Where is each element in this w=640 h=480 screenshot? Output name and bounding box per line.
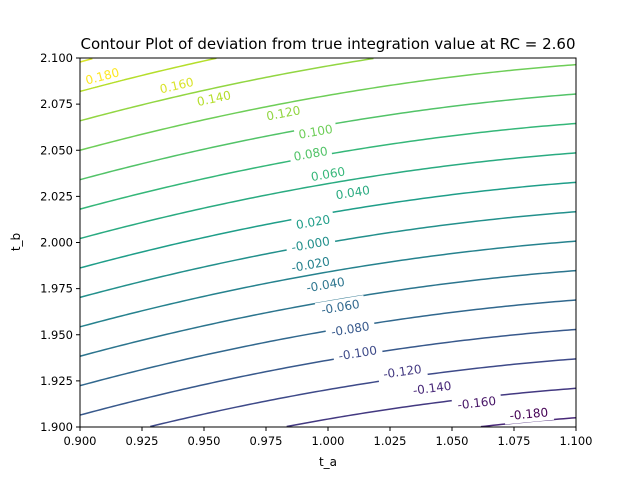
contour-label: 0.160 xyxy=(154,73,199,99)
contour-label: 0.180 xyxy=(79,63,125,90)
y-tick-label: 2.075 xyxy=(40,97,73,111)
contour-line xyxy=(79,57,93,63)
contour-label-background xyxy=(332,341,384,366)
x-tick-label: 0.925 xyxy=(126,434,159,448)
x-tick-label: 1.025 xyxy=(374,434,407,448)
contour-label-background xyxy=(79,63,125,90)
x-axis-ticks: 0.900 0.925 0.950 0.975 1.000 1.025 1.050 1.075… xyxy=(64,427,593,448)
contour-label: -0.040 xyxy=(299,272,352,298)
y-tick-label: 1.900 xyxy=(40,420,73,434)
contour-line xyxy=(79,240,577,328)
chart-title: Contour Plot of deviation from true inte… xyxy=(80,35,575,53)
contour-label-background xyxy=(291,210,336,234)
contour-label-text: -0.120 xyxy=(382,362,422,381)
contour-label-text: -0.080 xyxy=(330,319,370,339)
contour-label-background xyxy=(288,142,333,166)
contour-label-background xyxy=(299,272,352,298)
contour-label-background xyxy=(285,232,337,257)
contour-labels: -0.180-0.160-0.140-0.120-0.100-0.080-0.0… xyxy=(79,63,555,425)
contour-label-background xyxy=(305,162,351,186)
contour-label-background xyxy=(406,377,458,400)
x-tick-label: 0.950 xyxy=(188,434,221,448)
contour-label-text: -0.040 xyxy=(305,275,346,295)
contour-line xyxy=(79,57,374,122)
x-tick-label: 1.100 xyxy=(560,434,593,448)
contour-label-text: -0.160 xyxy=(457,394,497,412)
contour-line xyxy=(79,57,217,93)
contour-label: -0.140 xyxy=(406,377,458,400)
contour-label-text: 0.100 xyxy=(297,122,333,142)
contour-line xyxy=(150,358,577,428)
contour-label: -0.020 xyxy=(285,252,337,277)
contour-label: 0.140 xyxy=(191,86,237,111)
contour-label-background xyxy=(285,252,337,277)
y-axis-label: t_b xyxy=(9,233,23,251)
contour-label-text: -0.020 xyxy=(290,254,331,275)
contour-label: -0.120 xyxy=(376,360,428,384)
y-tick-label: 2.100 xyxy=(40,51,73,65)
x-tick-label: 1.075 xyxy=(498,434,531,448)
x-tick-label: 0.975 xyxy=(250,434,283,448)
contour-label: 0.120 xyxy=(261,101,306,126)
y-tick-label: 1.925 xyxy=(40,374,73,388)
contour-label-text: 0.120 xyxy=(265,103,301,123)
contour-label-background xyxy=(314,295,366,320)
contour-line xyxy=(79,152,577,240)
contour-label: -0.100 xyxy=(332,341,384,366)
contour-label-background xyxy=(261,101,306,126)
contour-label-text: 0.080 xyxy=(292,144,328,164)
contour-label: -0.060 xyxy=(314,295,366,320)
contour-line xyxy=(79,328,577,416)
contour-label: -0.180 xyxy=(503,403,555,425)
contour-label-text: 0.060 xyxy=(310,164,346,184)
x-axis-label: t_a xyxy=(319,455,337,469)
contour-line xyxy=(286,387,577,428)
contour-label-text: -0.140 xyxy=(412,379,452,398)
contour-label: 0.060 xyxy=(305,162,351,186)
contour-label-background xyxy=(376,360,428,384)
contour-label-background xyxy=(451,392,503,414)
contour-label: -0.080 xyxy=(324,317,376,342)
contour-label-text: -0.180 xyxy=(509,405,549,423)
contour-label-text: -0.100 xyxy=(338,343,378,363)
contour-label-text: -0.060 xyxy=(320,297,360,317)
y-tick-label: 1.975 xyxy=(40,282,73,296)
contour-label: 0.080 xyxy=(288,142,333,166)
contour-label-background xyxy=(293,120,338,144)
contour-label-background xyxy=(330,181,375,204)
y-tick-label: 1.950 xyxy=(40,328,73,342)
contour-label-background xyxy=(503,403,555,425)
contour-label: 0.040 xyxy=(330,181,375,204)
y-axis-ticks: 1.900 1.925 1.950 1.975 2.000 2.025 2.050 2.075… xyxy=(40,51,80,434)
contour-label-background xyxy=(154,73,199,99)
contour-label-background xyxy=(191,86,237,111)
contour-label: 0.020 xyxy=(291,210,336,234)
contour-label: -0.000 xyxy=(285,232,337,257)
contour-label-background xyxy=(324,317,376,342)
contour-label: 0.100 xyxy=(293,120,338,144)
contour-line xyxy=(79,63,577,151)
y-tick-label: 2.000 xyxy=(40,236,73,250)
x-tick-label: 1.000 xyxy=(312,434,345,448)
contour-label: -0.160 xyxy=(451,392,503,414)
contour-label-text: -0.000 xyxy=(290,234,331,255)
y-tick-label: 2.050 xyxy=(40,143,73,157)
contour-label-text: 0.040 xyxy=(335,183,371,202)
y-tick-label: 2.025 xyxy=(40,189,73,203)
x-tick-label: 0.900 xyxy=(64,434,97,448)
x-tick-label: 1.050 xyxy=(436,434,469,448)
contour-label-text: 0.020 xyxy=(295,212,331,232)
